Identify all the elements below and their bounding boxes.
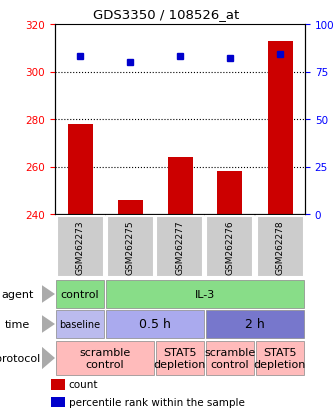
Text: STAT5
depletion: STAT5 depletion [154,347,206,369]
Bar [106,311,204,338]
Bar [206,216,253,278]
Text: protocol: protocol [0,353,40,363]
Bar [106,280,304,308]
Text: GDS3350 / 108526_at: GDS3350 / 108526_at [93,8,240,21]
Text: GSM262277: GSM262277 [175,220,184,274]
Bar [157,216,203,278]
Bar [206,311,304,338]
Bar [68,124,93,214]
Bar [267,42,292,214]
Text: agent: agent [1,289,34,299]
Bar [56,280,104,308]
Bar [256,341,304,375]
Polygon shape [42,315,55,333]
Bar [51,397,65,407]
Text: GSM262273: GSM262273 [76,220,85,274]
Bar [256,216,303,278]
Text: GSM262278: GSM262278 [275,220,284,274]
Text: GSM262276: GSM262276 [225,220,234,274]
Bar [56,341,154,375]
Text: scramble
control: scramble control [204,347,256,369]
Text: baseline: baseline [59,319,101,329]
Text: GSM262275: GSM262275 [126,220,135,274]
Bar [206,341,254,375]
Bar [217,172,242,214]
Text: control: control [61,289,99,299]
Bar [56,311,104,338]
Bar [57,216,104,278]
Text: 0.5 h: 0.5 h [139,318,171,331]
Bar [51,380,65,389]
Bar [167,158,192,214]
Text: IL-3: IL-3 [195,289,215,299]
Text: percentile rank within the sample: percentile rank within the sample [69,397,245,407]
Text: time: time [5,319,30,329]
Polygon shape [42,285,55,303]
Bar [118,200,143,214]
Bar [107,216,154,278]
Text: count: count [69,380,98,389]
Text: scramble
control: scramble control [79,347,131,369]
Text: STAT5
depletion: STAT5 depletion [254,347,306,369]
Bar [156,341,204,375]
Text: 2 h: 2 h [245,318,265,331]
Polygon shape [42,347,55,370]
